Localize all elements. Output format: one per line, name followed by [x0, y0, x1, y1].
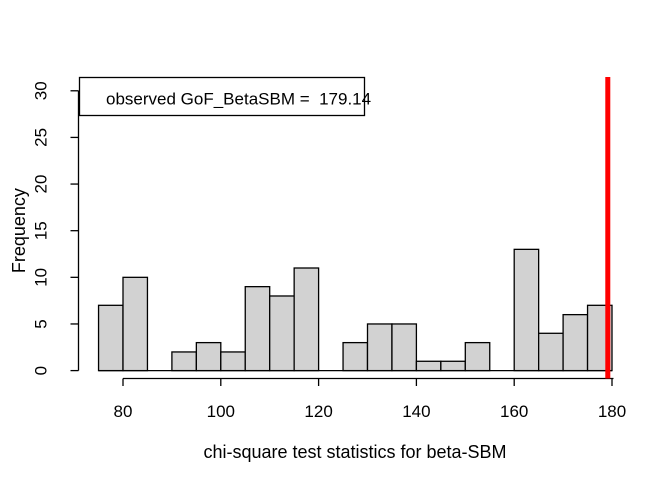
histogram-bar: [122, 276, 149, 372]
legend-label: observed GoF_BetaSBM = 179.14: [106, 90, 371, 109]
histogram-bar: [293, 267, 320, 372]
x-axis: 80 100 120 140 160 180: [114, 377, 626, 421]
histogram-bar: [391, 323, 418, 372]
y-tick-label: 0: [32, 366, 51, 375]
x-tick-label: 100: [207, 402, 235, 421]
bars-layer: [97, 248, 613, 372]
histogram-bar: [195, 341, 222, 372]
y-tick-label: 25: [32, 128, 51, 147]
x-tick-label: 180: [598, 402, 626, 421]
x-tick-label: 120: [304, 402, 332, 421]
y-tick-label: 5: [32, 319, 51, 328]
y-axis-title: Frequency: [9, 188, 29, 273]
x-tick-label: 80: [114, 402, 133, 421]
histogram-bar: [440, 360, 466, 372]
histogram-bar: [513, 248, 540, 372]
x-tick-label: 140: [402, 402, 430, 421]
histogram-bar: [562, 313, 589, 372]
histogram-bar: [366, 323, 393, 372]
histogram-bar: [97, 304, 124, 372]
x-tick-label: 160: [500, 402, 528, 421]
y-tick-label: 30: [32, 81, 51, 100]
y-tick-label: 10: [32, 268, 51, 287]
histogram-bar: [415, 360, 442, 372]
histogram-bar: [464, 341, 491, 372]
legend: observed GoF_BetaSBM = 179.14: [78, 76, 371, 117]
x-axis-title: chi-square test statistics for beta-SBM: [203, 442, 506, 462]
y-axis: 0 5 10 15 20 25 30: [32, 81, 80, 375]
legend-box: [78, 76, 366, 117]
histogram-bar: [538, 332, 564, 372]
histogram-bar: [171, 351, 197, 372]
histogram-bar: [244, 286, 271, 372]
histogram-bar: [269, 295, 295, 372]
histogram-bar: [220, 351, 246, 372]
y-tick-label: 15: [32, 221, 51, 240]
y-tick-label: 20: [32, 175, 51, 194]
histogram-bar: [342, 341, 369, 372]
